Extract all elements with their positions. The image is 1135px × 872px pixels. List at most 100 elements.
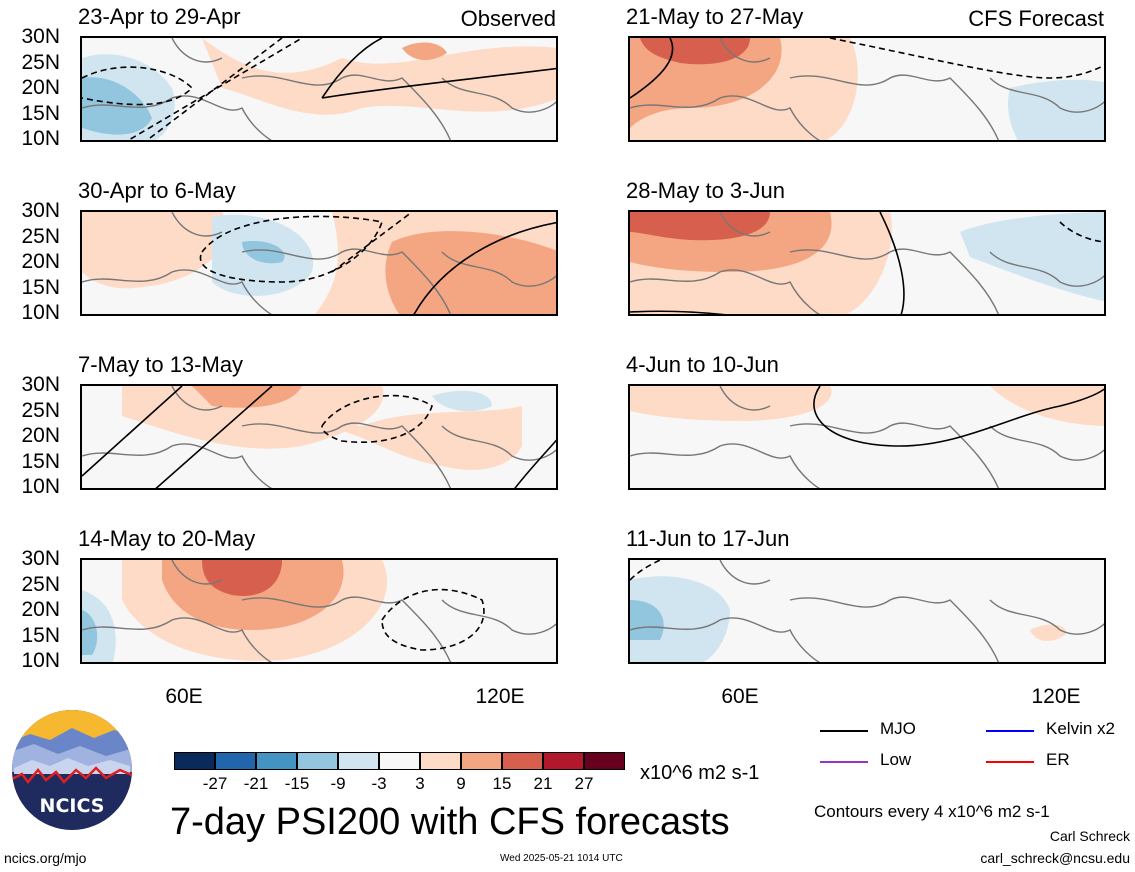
y-tick-label: 20N [21, 598, 60, 621]
negative-contour [331, 212, 413, 273]
mjo-contour [879, 212, 905, 314]
y-tick-label: 25N [21, 398, 60, 422]
negative-contour [381, 588, 485, 651]
panel-title: 28-May to 3-Jun [626, 178, 785, 203]
colorbar-swatch [420, 752, 461, 770]
y-tick-label: 15N [21, 623, 60, 647]
legend-swatch [986, 761, 1034, 763]
y-tick-label: 10N [21, 301, 60, 324]
anomaly-region [1030, 624, 1066, 642]
colorbar-swatch [502, 752, 543, 770]
psi-field-map [630, 38, 1104, 140]
coastline [630, 560, 1104, 662]
y-tick-label: 15N [21, 101, 60, 125]
legend-swatch [820, 761, 868, 763]
panel-title: 11-Jun to 17-Jun [626, 526, 790, 551]
colorbar-tick-label: 3 [415, 774, 425, 793]
observed-label: Observed [460, 6, 556, 31]
colorbar-swatch [174, 752, 215, 770]
mjo-contour [321, 67, 556, 99]
colorbar-tick-label: -15 [284, 774, 310, 793]
legend-label: Low [880, 750, 912, 769]
negative-contour [829, 38, 1104, 79]
colorbar-tick-label: -21 [243, 774, 269, 793]
psi-field-map [630, 386, 1104, 488]
anomaly-region [385, 231, 556, 314]
logo-text: NCICS [40, 795, 105, 817]
colorbar-swatch [379, 752, 420, 770]
colorbar-swatch [297, 752, 338, 770]
map-panel [80, 36, 558, 142]
colorbar-tick-label: 15 [492, 774, 512, 793]
anomaly-region [630, 576, 730, 662]
negative-contour [1059, 221, 1104, 243]
panel-title: 23-Apr to 29-Apr [78, 4, 241, 29]
legend-label: ER [1046, 750, 1070, 769]
colorbar-tick-label: -9 [330, 774, 346, 793]
y-tick-label: 30N [21, 547, 60, 570]
y-tick-label: 20N [21, 250, 60, 273]
y-tick-label: 25N [21, 224, 60, 248]
colorbar-swatch [256, 752, 297, 770]
colorbar-swatch [584, 752, 625, 770]
anomaly-region [302, 406, 522, 470]
anomaly-region [402, 42, 447, 60]
anomaly-region [202, 38, 556, 115]
contour-note: Contours every 4 x10^6 m2 s-1 [814, 802, 1050, 821]
panel-title: 30-Apr to 6-May [78, 178, 236, 203]
map-panel [80, 558, 558, 664]
anomaly-region [1008, 79, 1104, 140]
map-panel [628, 36, 1106, 142]
x-tick-120e-left: 120E [475, 685, 525, 708]
footer-timestamp: Wed 2025-05-21 1014 UTC [500, 853, 623, 864]
map-panel [628, 384, 1106, 490]
y-tick-label: 15N [21, 449, 60, 473]
y-tick-label: 10N [21, 475, 60, 498]
x-tick-60e-right: 60E [721, 685, 759, 708]
y-tick-label: 10N [21, 127, 60, 150]
anomaly-region [432, 390, 492, 412]
colorbar-swatch [215, 752, 256, 770]
y-tick-label: 15N [21, 275, 60, 299]
footer-url[interactable]: ncics.org/mjo [4, 850, 87, 866]
negative-contour [199, 215, 384, 283]
colorbar-swatch [338, 752, 379, 770]
anomaly-region [630, 600, 664, 640]
mjo-contour [630, 38, 674, 99]
mjo-contour [813, 386, 1104, 447]
panel-title: 21-May to 27-May [626, 4, 804, 29]
mjo-contour [413, 221, 556, 314]
forecast-label: CFS Forecast [968, 6, 1104, 31]
anomaly-region [990, 386, 1104, 426]
main-title: 7-day PSI200 with CFS forecasts [170, 801, 730, 843]
colorbar-tick-label: 27 [574, 774, 594, 793]
y-tick-label: 25N [21, 50, 60, 74]
colorbar-tick-label: 21 [533, 774, 553, 793]
negative-contour [630, 560, 661, 581]
colorbar-tick-label: 9 [456, 774, 466, 793]
y-tick-label: 10N [21, 649, 60, 672]
mjo-contour [514, 439, 556, 488]
psi-field-map [630, 212, 1104, 314]
colorbar-swatch [461, 752, 502, 770]
anomaly-region [82, 610, 98, 655]
psi-field-map [82, 38, 556, 140]
psi-field-map [630, 560, 1104, 662]
legend-swatch [986, 730, 1034, 732]
panel-title: 14-May to 20-May [78, 526, 256, 551]
coastline [82, 560, 556, 662]
mjo-contour [630, 310, 726, 314]
map-panel [80, 210, 558, 316]
anomaly-region [242, 241, 285, 264]
anomaly-region [640, 38, 750, 65]
coastline [82, 212, 556, 314]
coastline [630, 212, 1104, 314]
panel-title: 7-May to 13-May [78, 352, 244, 377]
mjo-contour [321, 38, 383, 99]
anomaly-region [630, 386, 832, 421]
coastline [630, 38, 1104, 140]
colorbar-swatch [543, 752, 584, 770]
colorbar-tick-label: -27 [202, 774, 228, 793]
legend-swatch [820, 730, 868, 732]
psi-field-map [82, 560, 556, 662]
